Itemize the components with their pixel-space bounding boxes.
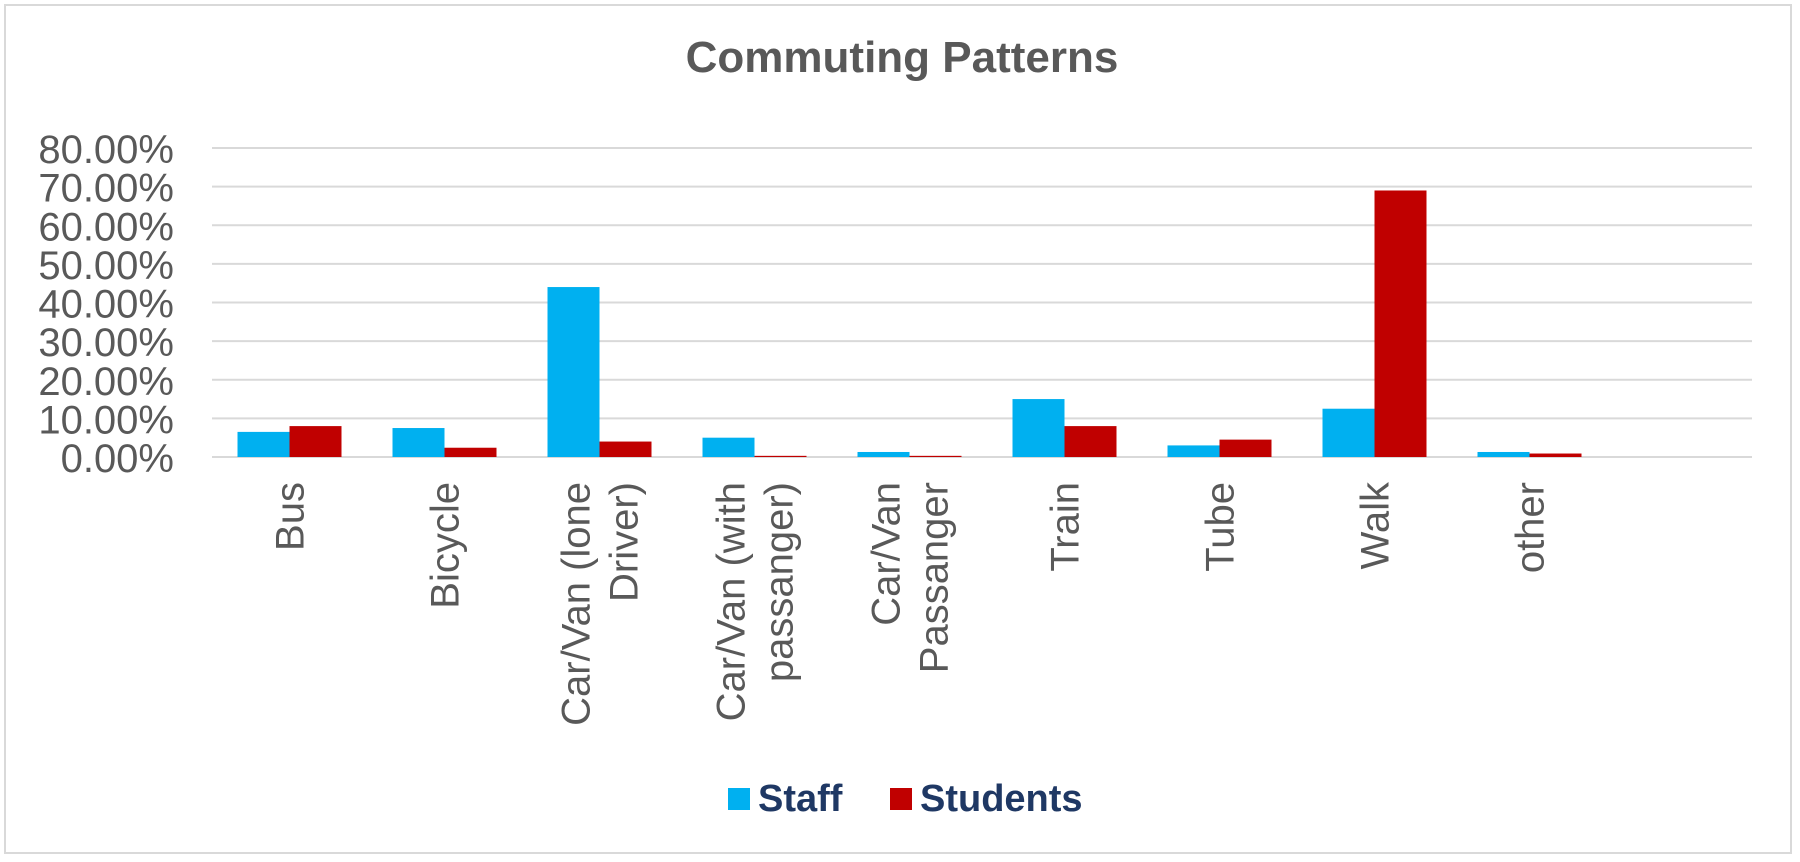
gridlines — [212, 147, 1752, 458]
bar-staff — [702, 437, 755, 457]
x-tick-label-line: Walk — [1354, 481, 1398, 569]
y-tick-label: 10.00% — [38, 398, 174, 442]
x-tick-label-line: Driver) — [603, 482, 647, 602]
bar-students — [1219, 439, 1272, 457]
x-tick-label-line: Tube — [1199, 482, 1243, 572]
bar-students — [754, 455, 807, 457]
x-tick-label: Car/Van (lone Driver) — [555, 482, 647, 726]
y-tick-label: 20.00% — [38, 360, 174, 404]
x-tick-label-line: Bicycle — [424, 482, 468, 609]
x-tick-label-line: Bus — [269, 482, 313, 551]
bar-staff — [857, 451, 910, 457]
x-tick-label: Bus — [269, 482, 313, 551]
bar-staff — [1322, 408, 1375, 457]
bar-staff — [1477, 451, 1530, 457]
bar-students — [599, 441, 652, 457]
chart-title: Commuting Patterns — [686, 33, 1119, 82]
chart-frame: Commuting Patterns 0.00% 10.00% 20.00% 30.0… — [4, 4, 1792, 854]
x-axis-labels: Bus Bicycle Car/Van (lone Driver) Car/Van (w… — [269, 481, 1553, 726]
x-tick-label-line: passanger) — [758, 482, 802, 682]
bar-students — [1064, 426, 1117, 457]
y-tick-label: 80.00% — [38, 128, 174, 172]
x-tick-label: Walk — [1354, 481, 1398, 569]
x-tick-label-line: other — [1509, 482, 1553, 573]
bar-students — [1374, 190, 1427, 458]
x-tick-label: Car/Van (with passanger) — [710, 482, 802, 721]
bar-students — [444, 447, 497, 457]
x-tick-label: Tube — [1199, 482, 1243, 572]
x-tick-label: Bicycle — [424, 482, 468, 609]
bar-staff — [237, 431, 290, 457]
legend-swatch-staff — [728, 788, 750, 810]
y-tick-label: 30.00% — [38, 321, 174, 365]
x-tick-label-line: Car/Van (with — [710, 482, 754, 721]
commuting-bar-chart: Commuting Patterns 0.00%10.00%20.00%30.0… — [38, 33, 1752, 820]
legend-label-students: Students — [920, 778, 1083, 820]
bar-students — [289, 426, 342, 457]
bar-staff — [392, 428, 445, 457]
y-axis-ticks: 0.00%10.00%20.00%30.00%40.00%50.00%60.00… — [38, 128, 174, 481]
legend-swatch-students — [890, 788, 912, 810]
bar-staff — [1012, 399, 1065, 457]
bar-staff — [547, 287, 600, 457]
bar-staff — [1167, 445, 1220, 457]
x-tick-label: other — [1509, 482, 1553, 573]
bar-students — [909, 455, 962, 457]
bar-students — [1529, 453, 1582, 457]
legend-label-staff: Staff — [758, 778, 843, 820]
y-tick-label: 60.00% — [38, 205, 174, 249]
y-tick-label: 70.00% — [38, 167, 174, 211]
x-tick-label-line: Train — [1044, 482, 1088, 572]
x-tick-label-line: Passanger — [913, 482, 957, 673]
bars — [237, 190, 1582, 458]
x-tick-label: Train — [1044, 482, 1088, 572]
legend: Staff Students — [728, 778, 1083, 820]
y-tick-label: 0.00% — [61, 437, 174, 481]
x-tick-label: Car/Van Passanger — [865, 482, 957, 673]
y-tick-label: 40.00% — [38, 283, 174, 327]
y-tick-label: 50.00% — [38, 244, 174, 288]
x-tick-label-line: Car/Van — [865, 482, 909, 626]
x-tick-label-line: Car/Van (lone — [555, 482, 599, 726]
